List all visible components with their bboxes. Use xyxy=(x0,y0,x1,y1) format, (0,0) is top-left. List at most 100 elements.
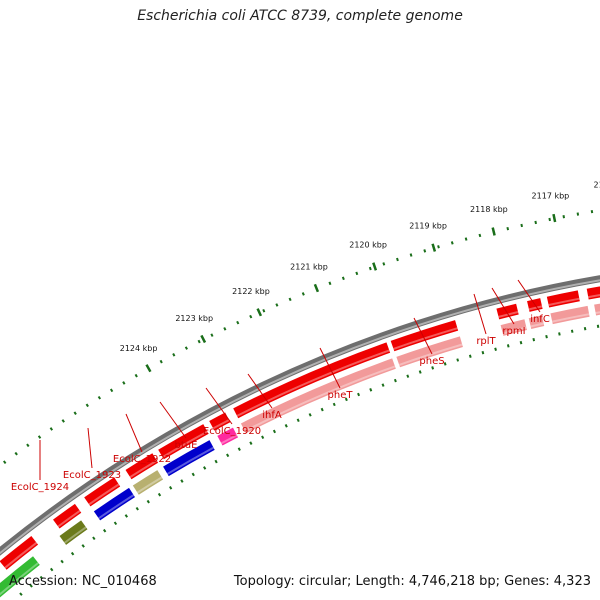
kbp-label: 2120 kbp xyxy=(349,241,387,250)
gene-shine xyxy=(88,483,120,506)
gene-shine xyxy=(398,343,463,366)
gene-shine xyxy=(393,327,458,350)
outer-dot xyxy=(73,411,77,415)
outer-dot xyxy=(49,427,54,431)
backbone-highlight xyxy=(0,279,600,555)
outer-dot xyxy=(262,308,266,313)
inner-dot xyxy=(19,592,23,596)
inner-dot xyxy=(102,528,107,533)
gene-label: rplT xyxy=(476,336,496,347)
inner-dot xyxy=(203,466,207,470)
leader-line xyxy=(517,279,541,313)
kbp-tick xyxy=(552,213,557,223)
gene-shine xyxy=(502,326,527,335)
gene-label: EcolC_1922 xyxy=(113,454,171,465)
outer-dot xyxy=(26,443,30,448)
inner-dot xyxy=(393,378,397,383)
gene-label: EcolC_1920 xyxy=(203,426,261,437)
genome-backbone xyxy=(0,275,600,556)
leader-line xyxy=(473,293,487,335)
gene-feature xyxy=(390,320,459,352)
leader-line xyxy=(491,287,515,325)
gene-shine xyxy=(588,294,600,299)
leader-line xyxy=(319,347,341,389)
inner-dot xyxy=(320,407,324,412)
outer-dot xyxy=(122,381,126,385)
outer-dot xyxy=(275,303,279,307)
inner-dot xyxy=(519,340,523,345)
inner-dot xyxy=(81,544,85,548)
kbp-label: 2124 kbp xyxy=(120,344,158,353)
inner-dot xyxy=(226,453,230,458)
leader-line xyxy=(413,317,433,355)
gene-label: EcolC_1924 xyxy=(11,482,69,493)
gene-feature xyxy=(163,440,215,477)
gene-label: EcolC_1923 xyxy=(63,470,121,481)
kbp-label: 2118 kbp xyxy=(470,205,508,214)
inner-dot xyxy=(357,392,361,397)
inner-dot xyxy=(369,388,373,392)
outer-dot xyxy=(506,226,510,231)
inner-dot xyxy=(506,344,510,348)
gene-shine xyxy=(528,305,543,311)
gene-label: ihfA xyxy=(262,410,282,421)
gene-feature xyxy=(0,535,39,570)
inner-dot xyxy=(381,383,385,387)
kbp-label: 2119 kbp xyxy=(409,222,447,231)
gene-feature xyxy=(59,520,88,545)
gene-shine xyxy=(129,459,158,478)
gene-shine xyxy=(236,349,390,417)
inner-dot xyxy=(124,514,129,518)
inner-dot xyxy=(406,374,410,378)
inner-dot xyxy=(583,327,587,331)
outer-dot xyxy=(172,353,176,357)
inner-dot xyxy=(418,370,422,374)
gene-label: pheS xyxy=(419,356,444,367)
inner-dot xyxy=(249,441,253,445)
kbp-label: 2121 kbp xyxy=(290,263,328,272)
gene-feature xyxy=(396,336,463,368)
gene-feature xyxy=(528,315,545,329)
leader-line xyxy=(247,373,273,409)
inner-dot xyxy=(296,418,300,423)
gene-shine xyxy=(166,446,214,475)
outer-dot xyxy=(61,419,65,423)
kbp-label: 2117 kbp xyxy=(532,191,570,200)
inner-dot xyxy=(596,324,600,328)
gene-feature xyxy=(132,470,164,495)
kbp-label: 2116 kbp xyxy=(594,181,600,190)
outer-dot xyxy=(210,333,214,337)
gene-shine xyxy=(0,562,39,596)
gene-shine xyxy=(220,434,238,445)
gene-feature xyxy=(217,427,239,446)
leader-line xyxy=(205,387,233,425)
outer-dot xyxy=(159,359,163,364)
inner-dot xyxy=(39,575,44,580)
gene-feature xyxy=(500,319,527,336)
outer-dot xyxy=(184,346,188,350)
kbp-tick xyxy=(431,243,437,252)
inner-dot xyxy=(237,447,241,451)
inner-dot xyxy=(92,536,96,541)
map-title: Escherichia coli ATCC 8739, complete gen… xyxy=(137,8,463,24)
accession-text: Accession: NC_010468 xyxy=(9,574,157,589)
outer-dot xyxy=(37,435,42,439)
gene-shine xyxy=(57,509,81,528)
outer-dot xyxy=(396,257,399,262)
inner-dot xyxy=(146,499,150,504)
outer-dot xyxy=(478,233,482,238)
inner-dot xyxy=(332,402,336,407)
outer-dot xyxy=(534,220,537,225)
outer-dot xyxy=(464,237,468,241)
outer-dot xyxy=(382,262,386,266)
inner-dot xyxy=(191,472,195,477)
kbp-tick xyxy=(491,227,496,236)
inner-dot xyxy=(284,423,288,428)
kbp-label: 2122 kbp xyxy=(232,287,270,296)
gene-label: btuE xyxy=(175,440,198,451)
outer-dot xyxy=(520,223,523,228)
inner-dot xyxy=(308,413,312,417)
outer-dot xyxy=(14,451,18,456)
gene-feature xyxy=(0,556,40,598)
